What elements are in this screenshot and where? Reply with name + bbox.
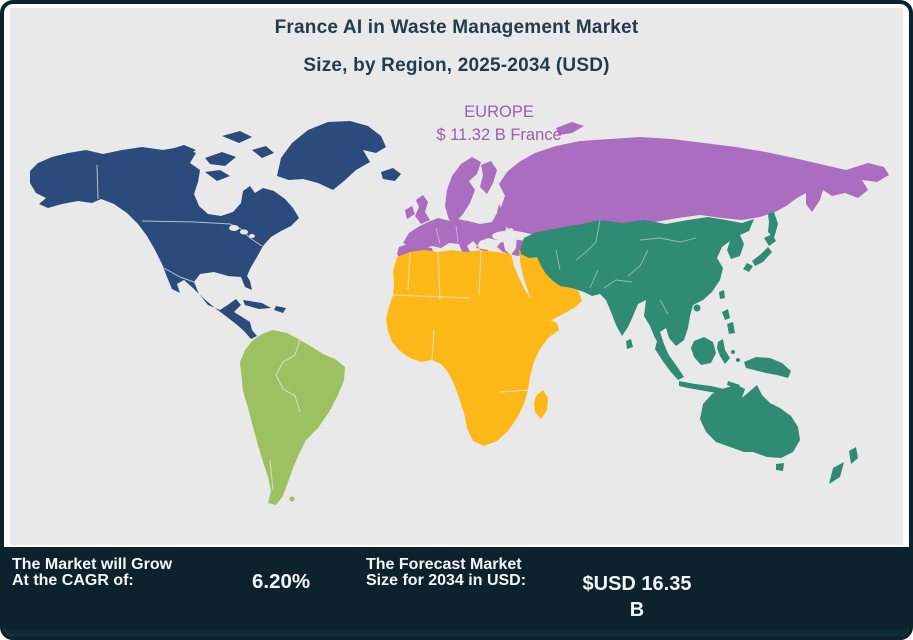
forecast-label: The Forecast Market Size for 2034 in USD… [366, 556, 527, 589]
cagr-label-line2: At the CAGR of: [12, 572, 134, 589]
europe-callout: EUROPE $ 11.32 B France [382, 103, 616, 145]
map-background [10, 8, 903, 545]
forecast-value: $USD 16.35 B [582, 573, 692, 621]
europe-callout-value: $ 11.32 B France [436, 126, 562, 144]
chart-title-line2: Size, by Region, 2025-2034 (USD) [303, 55, 610, 76]
cagr-label-line1: The Market will Grow [12, 556, 173, 573]
chart-title-line1: France AI in Waste Management Market [274, 17, 639, 38]
stats-footer: The Market will Grow At the CAGR of: 6.2… [4, 547, 909, 636]
cagr-label: The Market will Grow At the CAGR of: [12, 556, 173, 589]
forecast-label-line1: The Forecast Market [366, 556, 522, 573]
cagr-value: 6.20% [252, 570, 311, 593]
forecast-label-line2: Size for 2034 in USD: [366, 572, 527, 589]
europe-callout-region: EUROPE [464, 103, 534, 121]
chart-title: France AI in Waste Management Market Siz… [4, 17, 909, 77]
